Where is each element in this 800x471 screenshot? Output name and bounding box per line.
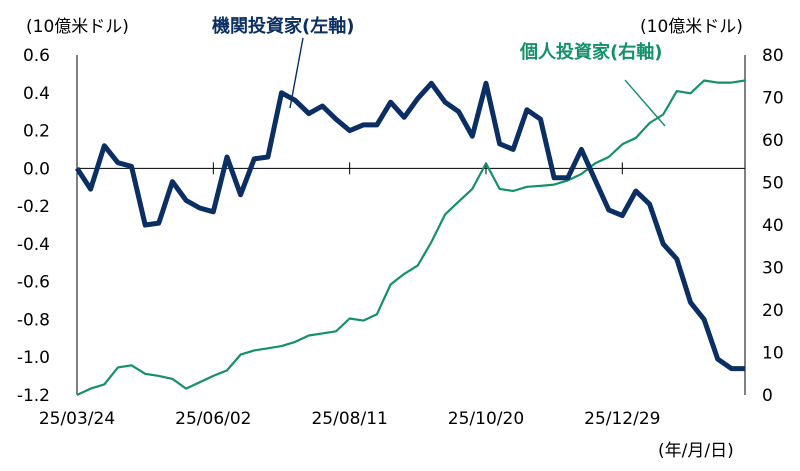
right-tick-label: 10 (762, 344, 784, 364)
series-institutional-leader (289, 37, 304, 109)
left-axis-unit: (10億米ドル) (26, 17, 129, 37)
x-tick-label: 25/12/29 (584, 409, 660, 429)
left-tick-label: -0.6 (17, 273, 50, 293)
right-tick-label: 60 (762, 131, 784, 151)
right-tick-label: 20 (762, 301, 784, 321)
x-axis-ticks: 25/03/24 25/06/02 25/08/11 25/10/20 25/12/29 (39, 162, 660, 429)
right-tick-label: 80 (762, 46, 784, 66)
left-tick-label: 0.2 (23, 122, 50, 142)
left-tick-label: -1.2 (17, 386, 50, 406)
right-tick-label: 40 (762, 216, 784, 236)
series-individual-label: 個人投資家(右軸) (519, 41, 662, 63)
x-tick-label: 25/06/02 (175, 409, 251, 429)
left-tick-label: -0.8 (17, 310, 50, 330)
left-tick-label: -1.0 (17, 348, 50, 368)
series-individual-line (76, 79, 746, 396)
right-tick-label: 50 (762, 174, 784, 194)
left-tick-label: -0.4 (17, 235, 50, 255)
x-tick-label: 25/08/11 (311, 409, 387, 429)
left-tick-label: -0.2 (17, 197, 50, 217)
series-institutional-line (74, 80, 745, 372)
left-tick-label: 0.4 (23, 84, 50, 104)
left-axis-ticks: 0.6 0.4 0.2 0.0 -0.2 -0.4 -0.6 -0.8 -1.0 -1.2 (17, 46, 50, 406)
x-tick-label: 25/10/20 (448, 409, 524, 429)
series-institutional-label: 機関投資家(左軸) (212, 15, 354, 37)
right-tick-label: 0 (762, 386, 773, 406)
right-tick-label: 70 (762, 89, 784, 109)
right-axis-ticks: 80 70 60 50 40 30 20 10 0 (762, 46, 784, 406)
right-tick-label: 30 (762, 259, 784, 279)
series-individual-leader (624, 79, 666, 127)
x-tick-label: 25/03/24 (39, 409, 115, 429)
left-tick-label: 0.6 (23, 46, 50, 66)
x-axis-unit: (年/月/日) (658, 441, 734, 461)
right-axis-unit: (10億米ドル) (640, 17, 743, 37)
left-tick-label: 0.0 (23, 159, 50, 179)
